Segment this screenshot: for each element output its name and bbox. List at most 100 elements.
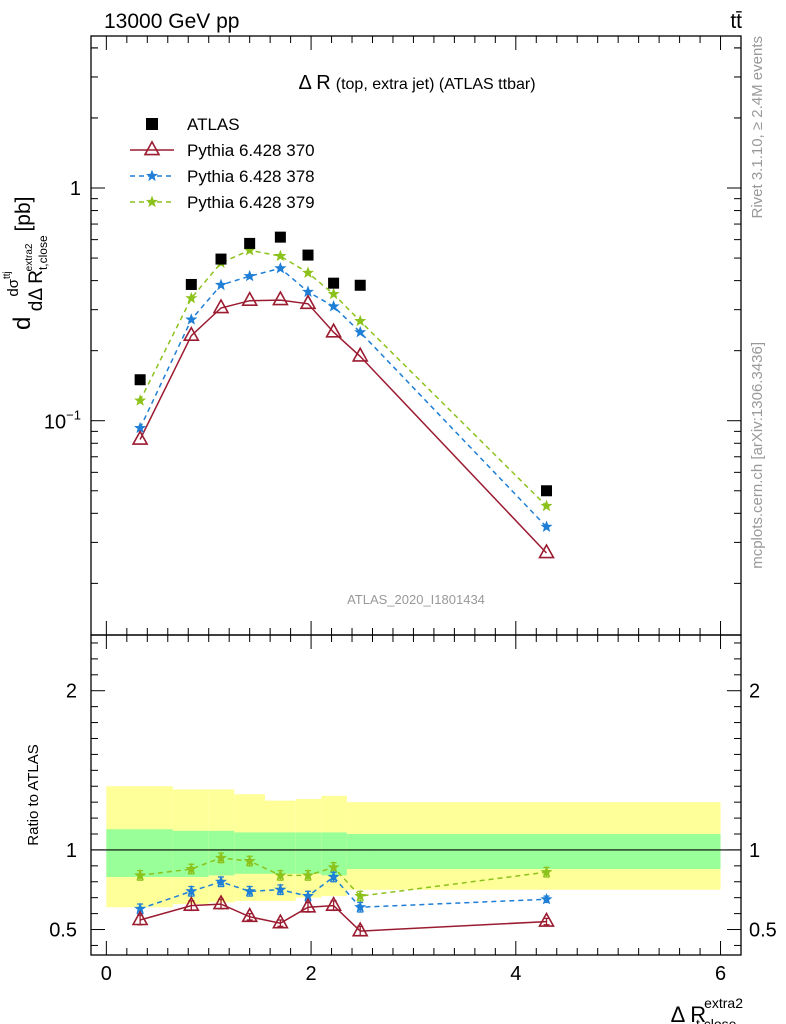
main-point-atlas <box>354 279 366 291</box>
main-point-370 <box>212 298 230 314</box>
main-point-370 <box>131 429 149 445</box>
main-y-tick-label: 10−1 <box>44 408 81 434</box>
legend: ATLAS Pythia 6.428 370 Pythia 6.428 378 Pyt… <box>130 115 315 212</box>
inner-band-segment <box>106 829 173 877</box>
main-series <box>131 231 555 559</box>
legend-label: Pythia 6.428 379 <box>187 193 315 212</box>
main-point-378 <box>185 313 198 325</box>
main-point-379 <box>274 249 287 262</box>
main-point-379 <box>354 314 367 327</box>
main-y-tick-label: 1 <box>70 178 81 200</box>
main-point-378 <box>354 325 367 338</box>
rivet-label: Rivet 3.1.10, ≥ 2.4M events <box>749 36 766 219</box>
ratio-y-tick-label: 2 <box>66 681 77 703</box>
chart-title: Δ R (top, extra jet) (ATLAS ttbar) <box>298 72 535 94</box>
main-point-370 <box>538 543 555 559</box>
x-axis-label: Δ Rextra2 t,close <box>671 995 744 1024</box>
ratio-point-379 <box>301 869 315 881</box>
legend-label: Pythia 6.428 370 <box>187 141 315 160</box>
ratio-point-379 <box>243 854 256 867</box>
ratio-y-tick-label-right: 0.5 <box>749 920 777 942</box>
ratio-point-379 <box>214 851 228 863</box>
ratio-point-379 <box>185 862 198 875</box>
main-point-atlas <box>302 249 314 261</box>
ratio-y-tick-label: 1 <box>66 840 77 862</box>
ratio-ylabel: Ratio to ATLAS <box>25 744 42 845</box>
main-point-378 <box>243 269 256 282</box>
inner-band-segment <box>295 832 322 874</box>
title-main: Δ R <box>298 72 330 94</box>
ratio-point-370 <box>325 895 342 912</box>
x-tick-label: 4 <box>510 963 521 985</box>
main-point-atlas <box>185 278 197 290</box>
main-point-378 <box>327 300 340 312</box>
main-point-379 <box>185 291 198 304</box>
x-tick-label: 2 <box>306 963 317 985</box>
legend-marker-atlas <box>146 118 158 130</box>
inner-band-segment <box>372 834 721 870</box>
ratio-point-370 <box>131 910 149 926</box>
main-point-atlas <box>134 374 146 386</box>
ratio-point-379 <box>274 869 287 881</box>
ratio-point-378 <box>214 875 228 887</box>
series-line-pythia-6-428-379 <box>139 249 548 507</box>
ratio-y-tick-label-right: 1 <box>749 840 760 862</box>
ratio-point-379 <box>354 889 367 902</box>
watermark-label: ATLAS_2020_I1801434 <box>347 592 485 607</box>
main-y-tick-label-exp: −1 <box>66 408 81 423</box>
legend-label: Pythia 6.428 378 <box>187 167 315 186</box>
ratio-series <box>131 851 555 937</box>
ratio-point-370 <box>182 895 200 912</box>
inner-band-segment <box>234 832 266 874</box>
axes: 1 10−1 0 2 4 6 0.5 0.5 1 1 2 2 <box>44 35 777 985</box>
inner-band-segment <box>265 832 296 874</box>
main-ylabel: ddσttj dΔ Rt,closeextra2[pb] <box>2 197 50 330</box>
main-point-379 <box>327 287 340 300</box>
legend-marker-378 <box>145 169 159 182</box>
inner-band-segment <box>346 834 373 870</box>
main-point-370 <box>325 322 342 338</box>
main-point-370 <box>182 325 200 342</box>
x-tick-label: 6 <box>715 963 726 985</box>
ratio-point-378 <box>243 884 256 897</box>
main-point-378 <box>540 520 553 533</box>
ratio-point-379 <box>134 869 147 881</box>
title-sub: (top, extra jet) (ATLAS ttbar) <box>336 76 536 93</box>
main-point-atlas <box>328 277 340 289</box>
ratio-point-370 <box>272 913 289 929</box>
ratio-point-378 <box>274 883 287 895</box>
ratio-point-378 <box>327 870 340 883</box>
ratio-point-370 <box>538 911 555 927</box>
main-point-379 <box>134 394 147 406</box>
main-point-370 <box>299 294 317 310</box>
ratio-point-370 <box>241 907 259 923</box>
process-label: tt̄ <box>730 10 742 33</box>
ratio-point-370 <box>351 921 369 937</box>
main-point-atlas <box>215 253 227 265</box>
main-point-370 <box>351 346 369 362</box>
ratio-point-378 <box>354 900 367 913</box>
ratio-point-370 <box>299 897 317 913</box>
main-point-379 <box>540 499 553 512</box>
legend-marker-379 <box>145 195 159 208</box>
ratio-y-tick-label: 0.5 <box>49 920 77 942</box>
ratio-uncertainty-band <box>91 786 741 908</box>
ratio-point-379 <box>540 865 553 878</box>
main-point-370 <box>272 290 289 306</box>
ratio-point-370 <box>212 894 230 910</box>
main-point-atlas <box>274 231 286 243</box>
ratio-point-378 <box>185 884 198 897</box>
mcplots-label: mcplots.cern.ch [arXiv:1306.3436] <box>749 342 766 569</box>
main-point-atlas <box>541 485 553 497</box>
ratio-line-pythia-6-428-370 <box>139 903 547 932</box>
main-point-379 <box>301 266 315 279</box>
main-point-378 <box>214 278 228 291</box>
main-point-370 <box>241 290 259 307</box>
ratio-point-379 <box>327 861 340 873</box>
legend-label: ATLAS <box>187 115 240 134</box>
x-tick-label: 0 <box>101 963 112 985</box>
main-y-tick-label-base: 10 <box>44 412 66 434</box>
ratio-point-378 <box>540 892 553 905</box>
series-line-pythia-6-428-370 <box>139 299 548 554</box>
